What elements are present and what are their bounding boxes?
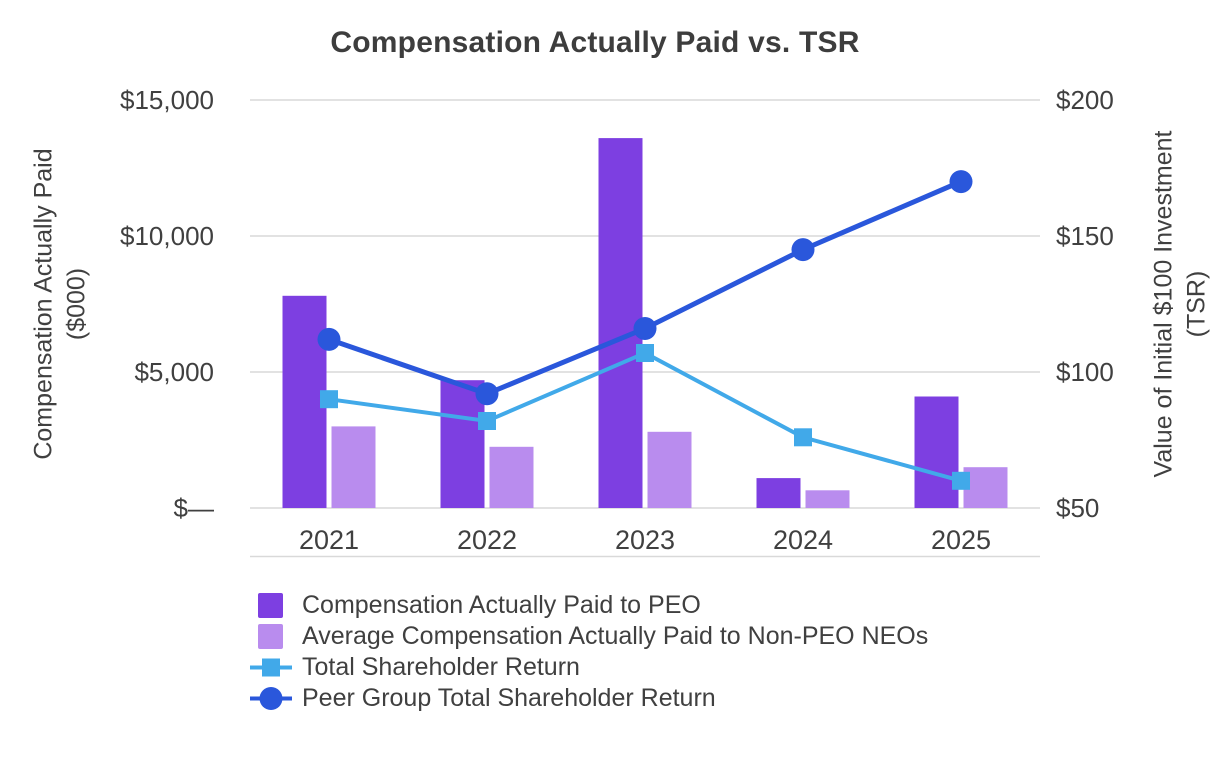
svg-text:$100: $100 [1056, 357, 1114, 387]
svg-text:$15,000: $15,000 [120, 85, 214, 115]
legend-label-peo-cap: Compensation Actually Paid to PEO [302, 591, 701, 619]
line-series-1 [317, 170, 973, 406]
svg-text:$200: $200 [1056, 85, 1114, 115]
legend-label-tsr: Total Shareholder Return [302, 653, 580, 681]
svg-text:$150: $150 [1056, 221, 1114, 251]
svg-text:2023: 2023 [615, 525, 675, 555]
svg-text:$—: $— [174, 493, 214, 523]
line-series-0 [320, 344, 970, 490]
legend-label-peer-tsr: Peer Group Total Shareholder Return [302, 684, 716, 712]
svg-text:$50: $50 [1056, 493, 1099, 523]
gridlines [250, 99, 1040, 558]
tsr-line-swatch-icon [250, 655, 292, 680]
bar-series-1 [331, 426, 1008, 508]
svg-text:2022: 2022 [457, 525, 517, 555]
legend-item-tsr: Total Shareholder Return [250, 653, 928, 681]
svg-text:2024: 2024 [773, 525, 833, 555]
legend: Compensation Actually Paid to PEO Averag… [250, 591, 929, 712]
x-axis-labels: 2021 2022 2023 2024 2025 [299, 525, 991, 555]
chart-title: Compensation Actually Paid vs. TSR [330, 26, 860, 59]
left-axis-ticks: $— $5,000 $10,000 $15,000 [120, 85, 214, 523]
peer-tsr-line-swatch-icon [250, 686, 292, 711]
svg-text:$5,000: $5,000 [134, 357, 214, 387]
peo-bar-swatch-icon [250, 593, 292, 618]
right-axis-ticks: $50 $100 $150 $200 [1056, 85, 1114, 523]
legend-item-peo-cap: Compensation Actually Paid to PEO [250, 591, 928, 619]
legend-label-neo-cap: Average Compensation Actually Paid to No… [302, 622, 929, 650]
svg-text:2021: 2021 [299, 525, 359, 555]
svg-text:2025: 2025 [931, 525, 991, 555]
legend-item-peer-tsr: Peer Group Total Shareholder Return [250, 684, 928, 712]
neo-bar-swatch-icon [250, 624, 292, 649]
svg-text:$10,000: $10,000 [120, 221, 214, 251]
legend-item-neo-cap: Average Compensation Actually Paid to No… [250, 622, 929, 650]
